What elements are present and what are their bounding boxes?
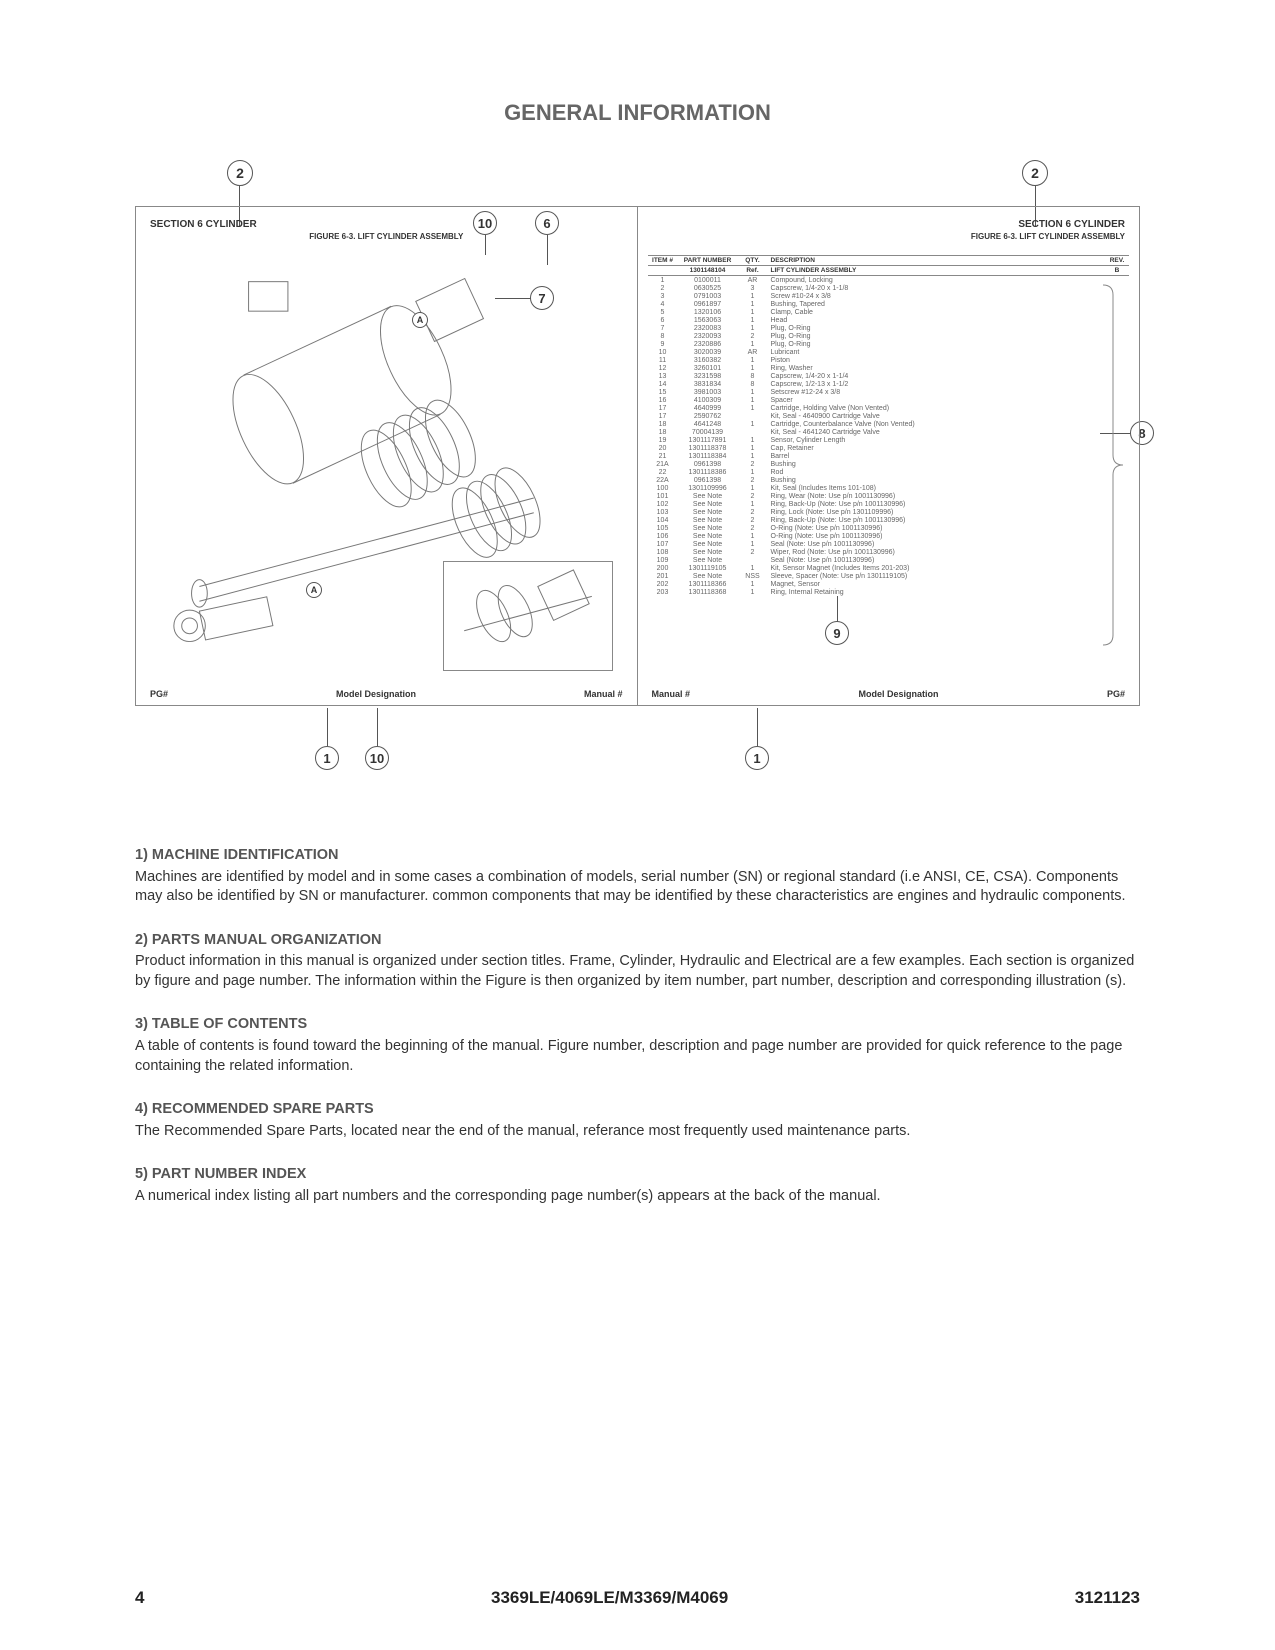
table-row: 1870004139 Kit, Seal - 4641240 Cartridge… xyxy=(648,428,1130,436)
col-qty: QTY. xyxy=(738,256,768,266)
sec-2-title: 2) PARTS MANUAL ORGANIZATION xyxy=(135,931,1140,951)
page-footer: 4 3369LE/4069LE/M3369/M4069 3121123 xyxy=(135,1588,1140,1608)
right-header: SECTION 6 CYLINDER xyxy=(638,207,1140,232)
col-rev: REV. xyxy=(1105,256,1129,266)
table-row: 1846412481Cartridge, Counterbalance Valv… xyxy=(648,420,1130,428)
badge-a-2: A xyxy=(306,582,322,598)
table-row: 2113011183841Barrel xyxy=(648,452,1130,460)
table-row: 103See Note2 Ring, Lock (Note: Use p/n 1… xyxy=(648,508,1130,516)
left-sub: FIGURE 6-3. LIFT CYLINDER ASSEMBLY xyxy=(136,232,637,245)
left-footer-man: Manual # xyxy=(584,689,623,699)
diagram: 2 2 10 6 7 8 9 1 10 1 SECTION 6 CYLINDER… xyxy=(135,176,1140,756)
diagram-right-pane: SECTION 6 CYLINDER FIGURE 6-3. LIFT CYLI… xyxy=(638,207,1140,705)
footer-model: 3369LE/4069LE/M3369/M4069 xyxy=(144,1588,1074,1608)
table-row: 409618971Bushing, Tapered xyxy=(648,300,1130,308)
right-footer-model: Model Designation xyxy=(858,689,938,699)
right-footer: Manual # Model Designation PG# xyxy=(652,689,1126,699)
badge-a-1: A xyxy=(412,312,428,328)
footer-page-num: 4 xyxy=(135,1588,144,1608)
right-footer-pg: PG# xyxy=(1107,689,1125,699)
sec-3-title: 3) TABLE OF CONTENTS xyxy=(135,1015,1140,1035)
sections: 1) MACHINE IDENTIFICATION Machines are i… xyxy=(135,846,1140,1206)
table-row: 923208861Plug, O-Ring xyxy=(648,340,1130,348)
table-row: 615630631Head xyxy=(648,316,1130,324)
sec-4-body: The Recommended Spare Parts, located nea… xyxy=(135,1122,1140,1142)
table-row: 172590762 Kit, Seal - 4640900 Cartridge … xyxy=(648,412,1130,420)
table-row: 307910031Screw #10-24 x 3/8 xyxy=(648,292,1130,300)
table-row: 20313011183681 Ring, Internal Retaining xyxy=(648,588,1130,596)
table-row: 1539810031Setscrew #12-24 x 3/8 xyxy=(648,388,1130,396)
page-title: GENERAL INFORMATION xyxy=(135,100,1140,126)
callout-1-right: 1 xyxy=(745,746,769,770)
sec-2-body: Product information in this manual is or… xyxy=(135,952,1140,991)
parts-table-head: ITEM # PART NUMBER QTY. DESCRIPTION REV.… xyxy=(648,256,1130,276)
left-footer: PG# Model Designation Manual # xyxy=(150,689,623,699)
left-footer-pg: PG# xyxy=(150,689,168,699)
leader xyxy=(377,708,378,746)
table-row: 2013011183781Cap, Retainer xyxy=(648,444,1130,452)
left-header: SECTION 6 CYLINDER xyxy=(136,207,637,232)
exploded-sketch: A A xyxy=(156,262,617,675)
callout-1-left: 1 xyxy=(315,746,339,770)
table-row: 20213011183661 Magnet, Sensor xyxy=(648,580,1130,588)
table-row: 102See Note1 Ring, Back-Up (Note: Use p/… xyxy=(648,500,1130,508)
table-row: 1131603821Piston xyxy=(648,356,1130,364)
leader xyxy=(757,708,758,746)
table-row: 109See Note Seal (Note: Use p/n 10011309… xyxy=(648,556,1130,564)
diagram-left-pane: SECTION 6 CYLINDER FIGURE 6-3. LIFT CYLI… xyxy=(136,207,638,705)
table-row: 108See Note2 Wiper, Rod (Note: Use p/n 1… xyxy=(648,548,1130,556)
table-row: 22A09613982 Bushing xyxy=(648,476,1130,484)
leader xyxy=(327,708,328,746)
right-sub: FIGURE 6-3. LIFT CYLINDER ASSEMBLY xyxy=(638,232,1140,245)
col-desc: DESCRIPTION xyxy=(768,256,1106,266)
table-row: 201See NoteNSS Sleeve, Spacer (Note: Use… xyxy=(648,572,1130,580)
parts-table: ITEM # PART NUMBER QTY. DESCRIPTION REV.… xyxy=(648,255,1130,596)
table-row: 2213011183861Rod xyxy=(648,468,1130,476)
table-row: 1913011178911Sensor, Cylinder Length xyxy=(648,436,1130,444)
col-item: ITEM # xyxy=(648,256,678,266)
sec-4-title: 4) RECOMMENDED SPARE PARTS xyxy=(135,1100,1140,1120)
callout-10-bottom: 10 xyxy=(365,746,389,770)
callout-2-right: 2 xyxy=(1022,160,1048,186)
table-row: 10100011ARCompound, Locking xyxy=(648,276,1130,285)
table-row: 513201061Clamp, Cable xyxy=(648,308,1130,316)
inset-detail xyxy=(443,561,613,671)
parts-table-body: 10100011ARCompound, Locking206305253Caps… xyxy=(648,276,1130,597)
table-row: 101See Note2 Ring, Wear (Note: Use p/n 1… xyxy=(648,492,1130,500)
table-row: 106See Note1 O-Ring (Note: Use p/n 10011… xyxy=(648,532,1130,540)
table-row: 1641003091Spacer xyxy=(648,396,1130,404)
table-row: 206305253Capscrew, 1/4-20 x 1-1/8 xyxy=(648,284,1130,292)
sec-1-body: Machines are identified by model and in … xyxy=(135,868,1140,907)
table-row: 21A09613982 Bushing xyxy=(648,460,1130,468)
sec-3-body: A table of contents is found toward the … xyxy=(135,1037,1140,1076)
sec-1-title: 1) MACHINE IDENTIFICATION xyxy=(135,846,1140,866)
table-row: 823200932Plug, O-Ring xyxy=(648,332,1130,340)
table-row: 723200831Plug, O-Ring xyxy=(648,324,1130,332)
left-footer-model: Model Designation xyxy=(336,689,416,699)
table-row: 1746409991Cartridge, Holding Valve (Non … xyxy=(648,404,1130,412)
callout-2-left: 2 xyxy=(227,160,253,186)
table-row: 10013011099961Kit, Seal (Includes Items … xyxy=(648,484,1130,492)
table-row: 105See Note2 O-Ring (Note: Use p/n 10011… xyxy=(648,524,1130,532)
table-row: 104See Note2 Ring, Back-Up (Note: Use p/… xyxy=(648,516,1130,524)
table-row: 1332315988Capscrew, 1/4-20 x 1-1/4 xyxy=(648,372,1130,380)
right-footer-man: Manual # xyxy=(652,689,691,699)
diagram-box: SECTION 6 CYLINDER FIGURE 6-3. LIFT CYLI… xyxy=(135,206,1140,706)
col-pn: PART NUMBER xyxy=(678,256,738,266)
table-row: 20013011191051Kit, Sensor Magnet (Includ… xyxy=(648,564,1130,572)
sec-5-title: 5) PART NUMBER INDEX xyxy=(135,1165,1140,1185)
table-row: 1438318348Capscrew, 1/2-13 x 1-1/2 xyxy=(648,380,1130,388)
table-row: 1232601011Ring, Washer xyxy=(648,364,1130,372)
table-row: 107See Note1 Seal (Note: Use p/n 1001130… xyxy=(648,540,1130,548)
sec-5-body: A numerical index listing all part numbe… xyxy=(135,1187,1140,1207)
footer-doc-num: 3121123 xyxy=(1075,1588,1140,1608)
table-row: 103020039ARLubricant xyxy=(648,348,1130,356)
